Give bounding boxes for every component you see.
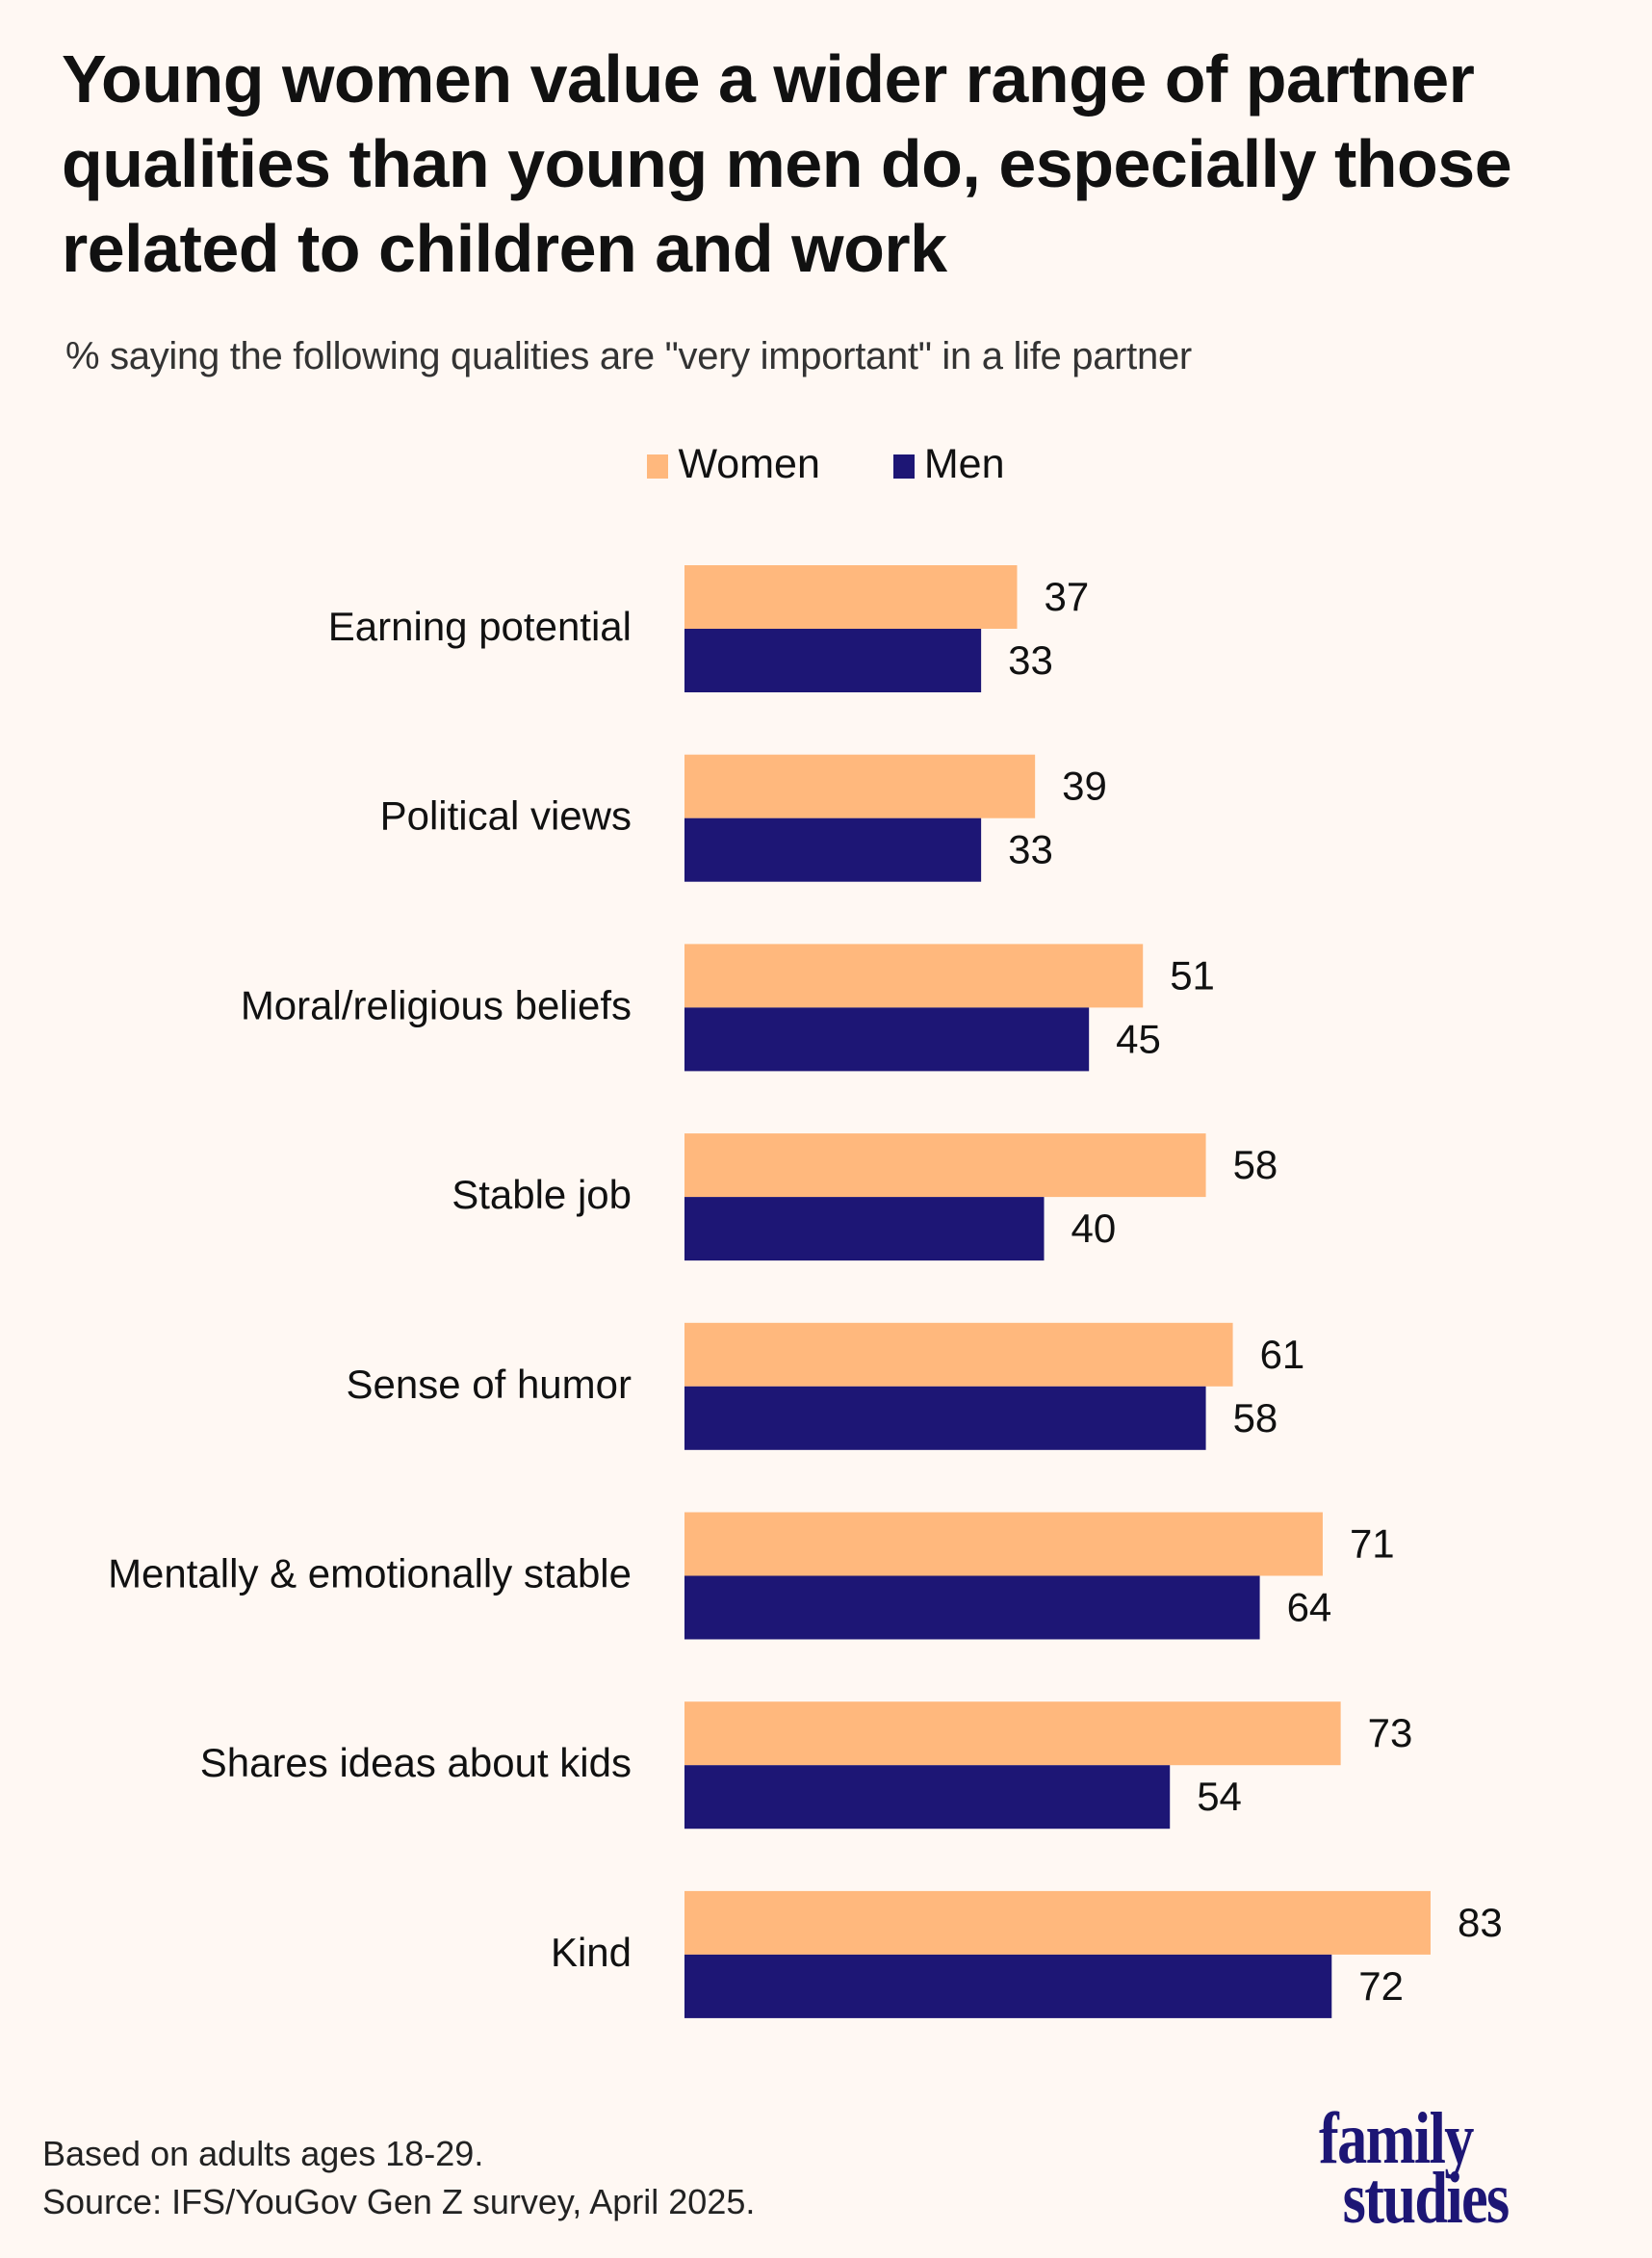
category-label: Stable job: [452, 1172, 632, 1217]
legend-swatch-men: [892, 454, 915, 479]
bar-men: [684, 1954, 1332, 2018]
data-label-men: 40: [1071, 1206, 1116, 1251]
logo-line-1: family: [1319, 2098, 1474, 2179]
bar-men: [684, 818, 982, 882]
footnote-note: Based on adults ages 18-29.: [42, 2134, 484, 2173]
bar-men: [684, 1197, 1045, 1261]
category-label: Sense of humor: [346, 1362, 632, 1407]
bar-men: [684, 1007, 1090, 1072]
data-label-women: 73: [1368, 1710, 1413, 1755]
footnote: Based on adults ages 18-29. Source: IFS/…: [42, 2130, 755, 2226]
bar-women: [684, 1512, 1323, 1576]
data-label-women: 37: [1044, 574, 1089, 619]
data-label-men: 33: [1008, 637, 1053, 683]
bar-men: [684, 629, 982, 692]
data-label-women: 71: [1350, 1521, 1395, 1567]
bar-women: [684, 1701, 1341, 1766]
data-label-men: 64: [1287, 1585, 1332, 1630]
data-label-women: 39: [1062, 764, 1107, 809]
data-label-men: 72: [1358, 1963, 1404, 2009]
data-label-men: 54: [1197, 1774, 1242, 1819]
legend-label-men: Men: [923, 441, 1005, 487]
bar-women: [684, 754, 1036, 818]
family-studies-logo: family studies: [1319, 2098, 1510, 2239]
bar-women: [684, 565, 1018, 629]
logo-line-2: studies: [1342, 2158, 1510, 2239]
chart-title: Young women value a wider range of partn…: [62, 41, 1512, 286]
chart-subtitle: % saying the following qualities are "ve…: [65, 335, 1192, 377]
bar-women: [684, 1322, 1233, 1387]
data-label-women: 83: [1458, 1900, 1503, 1945]
category-label: Political views: [380, 793, 632, 839]
data-label-women: 58: [1233, 1142, 1278, 1187]
data-label-men: 58: [1233, 1395, 1278, 1440]
legend-item-men: Men: [892, 441, 1005, 488]
category-label: Kind: [551, 1930, 632, 1975]
bar-men: [684, 1575, 1260, 1640]
data-label-women: 51: [1170, 952, 1215, 998]
legend-swatch-women: [647, 454, 669, 479]
bar-women: [684, 1133, 1206, 1198]
bar-men: [684, 1386, 1206, 1450]
category-label: Shares ideas about kids: [200, 1740, 632, 1785]
category-label: Moral/religious beliefs: [241, 982, 632, 1027]
bar-women: [684, 1890, 1431, 1955]
bar-men: [684, 1765, 1171, 1830]
category-label: Mentally & emotionally stable: [108, 1551, 632, 1596]
legend-item-women: Women: [647, 441, 820, 488]
data-label-men: 45: [1116, 1016, 1161, 1061]
legend: Women Men: [0, 441, 1652, 488]
data-label-women: 61: [1260, 1332, 1305, 1377]
footnote-source: Source: IFS/YouGov Gen Z survey, April 2…: [42, 2182, 756, 2221]
bar-women: [684, 944, 1144, 1008]
data-label-men: 33: [1008, 827, 1053, 872]
legend-label-women: Women: [678, 441, 820, 487]
category-label: Earning potential: [328, 604, 632, 649]
